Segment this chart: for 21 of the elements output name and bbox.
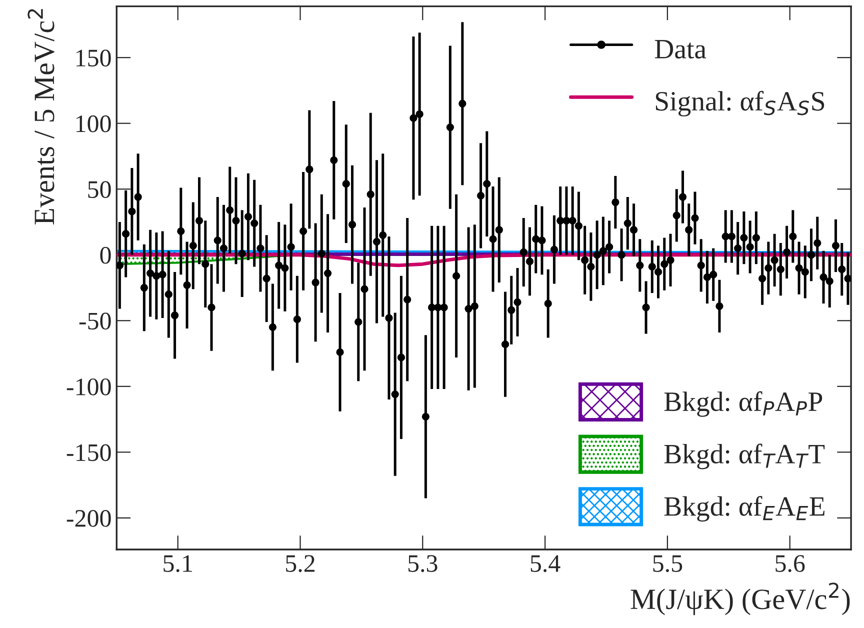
- y-tick-label: 50: [88, 181, 111, 198]
- legend-label: Data: [654, 40, 706, 58]
- y-tick-label: 150: [76, 50, 111, 66]
- y-tick-label: -200: [66, 510, 111, 527]
- legend-label: Signal: αf$_{S}$A$_{S}$S: [656, 90, 824, 116]
- x-tick-label: 5.3: [408, 555, 438, 572]
- legend-label: Bkgd: αf$_{T}$A$_{T}$T: [664, 444, 825, 470]
- y-tick-label: -50: [79, 312, 111, 330]
- x-tick-label: 5.4: [530, 555, 560, 572]
- x-tick-label: 5.5: [653, 555, 682, 572]
- x-tick-label: 5.1: [164, 555, 192, 572]
- legend-label: Bkgd: αf$_{P}$A$_{P}$P: [664, 391, 822, 417]
- y-axis-title: Events / 5 MeV/c$^{2}$: [28, 9, 54, 224]
- x-axis-title: M(J/ψK) (GeV/c$^{2}$): [630, 582, 850, 616]
- y-tick-label: -150: [66, 444, 111, 462]
- x-tick-label: 5.2: [286, 555, 314, 572]
- legend-label: Bkgd: αf$_{E}$A$_{E}$E: [664, 496, 824, 522]
- x-tick-label: 5.6: [776, 555, 805, 572]
- y-tick-label: 0: [100, 246, 111, 264]
- y-tick-label: 100: [76, 115, 111, 132]
- y-tick-label: -100: [66, 378, 111, 396]
